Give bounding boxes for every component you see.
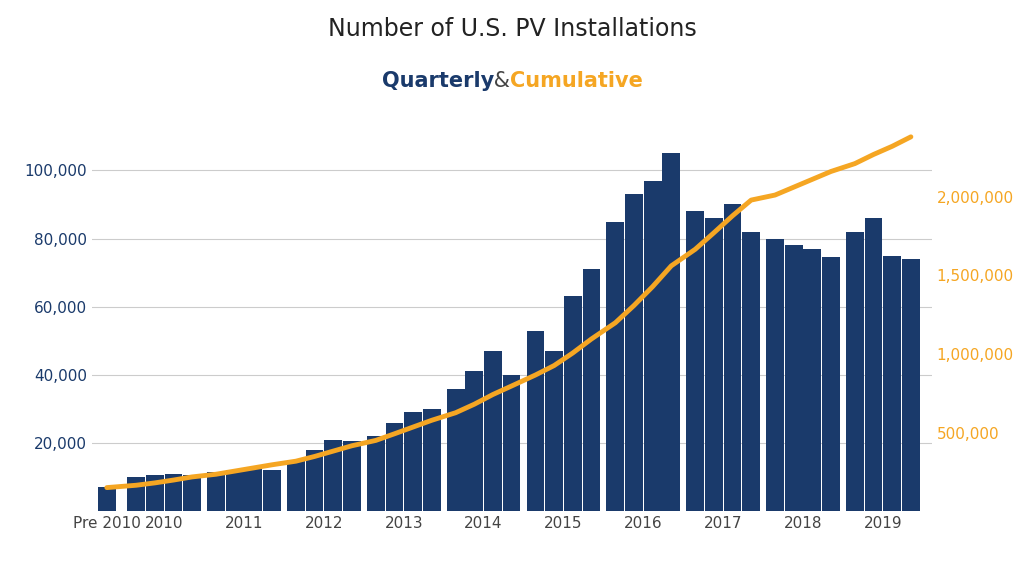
Bar bbox=[225, 470, 244, 511]
Bar bbox=[423, 409, 440, 511]
Text: &: & bbox=[487, 71, 517, 91]
Bar bbox=[287, 460, 305, 511]
Bar bbox=[564, 296, 582, 511]
Bar bbox=[245, 469, 262, 511]
Bar bbox=[446, 389, 465, 511]
Bar bbox=[367, 436, 385, 511]
Bar bbox=[263, 470, 281, 511]
Bar bbox=[127, 477, 145, 511]
Bar bbox=[742, 232, 760, 511]
Text: Quarterly: Quarterly bbox=[382, 71, 494, 91]
Bar bbox=[98, 487, 116, 511]
Bar bbox=[784, 245, 803, 511]
Bar bbox=[724, 204, 741, 511]
Bar bbox=[663, 153, 680, 511]
Bar bbox=[484, 351, 502, 511]
Bar bbox=[165, 474, 182, 511]
Text: Number of U.S. PV Installations: Number of U.S. PV Installations bbox=[328, 17, 696, 41]
Bar bbox=[343, 441, 360, 511]
Bar bbox=[804, 249, 821, 511]
Bar bbox=[846, 232, 864, 511]
Bar bbox=[404, 412, 422, 511]
Bar bbox=[705, 218, 723, 511]
Bar bbox=[606, 222, 625, 511]
Bar bbox=[526, 331, 545, 511]
Bar bbox=[884, 256, 901, 511]
Bar bbox=[766, 239, 784, 511]
Bar bbox=[644, 181, 662, 511]
Bar bbox=[822, 257, 840, 511]
Bar bbox=[385, 423, 403, 511]
Bar bbox=[183, 475, 201, 511]
Bar bbox=[686, 211, 705, 511]
Text: Cumulative: Cumulative bbox=[510, 71, 643, 91]
Bar bbox=[146, 475, 164, 511]
Bar bbox=[503, 375, 520, 511]
Bar bbox=[465, 371, 483, 511]
Bar bbox=[305, 450, 324, 511]
Bar bbox=[325, 440, 342, 511]
Bar bbox=[545, 351, 563, 511]
Bar bbox=[625, 194, 643, 511]
Bar bbox=[902, 259, 920, 511]
Bar bbox=[207, 472, 225, 511]
Bar bbox=[583, 269, 600, 511]
Bar bbox=[864, 218, 883, 511]
